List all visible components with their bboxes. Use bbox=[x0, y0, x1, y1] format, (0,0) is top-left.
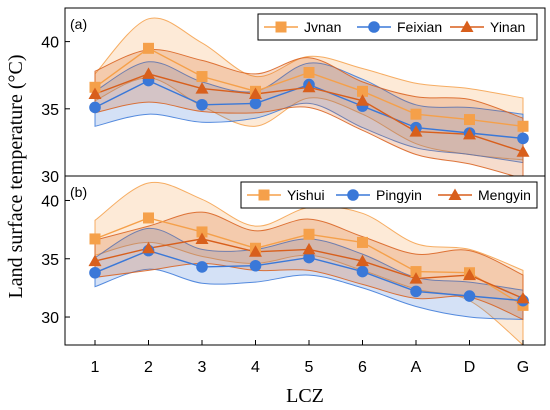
legend-marker-mengyin bbox=[448, 188, 462, 200]
point-mengyin-a bbox=[409, 272, 423, 284]
legend-label-yinan: Yinan bbox=[490, 19, 525, 35]
point-mengyin-2 bbox=[142, 241, 155, 254]
x-tick-label: G bbox=[517, 359, 529, 376]
legend: Jvnan Feixian Yinan bbox=[257, 13, 538, 41]
point-mengyin-d bbox=[463, 268, 476, 281]
x-tick-label: D bbox=[464, 359, 476, 376]
point-mengyin-4 bbox=[249, 245, 262, 257]
point-jvnan-a bbox=[410, 108, 422, 120]
point-jvnan-5 bbox=[303, 67, 315, 79]
y-tick-label: 30 bbox=[41, 169, 59, 186]
point-pingyin-3 bbox=[196, 261, 208, 273]
legend-marker-yinan bbox=[460, 20, 474, 32]
y-tick-label: 35 bbox=[41, 252, 59, 269]
x-tick-label: 4 bbox=[251, 359, 260, 376]
point-yinan-5 bbox=[302, 80, 316, 93]
panel-b: 30 35 40 (b) Yishui Pingyin Mengyin bbox=[41, 175, 546, 346]
legend: Yishui Pingyin Mengyin bbox=[240, 181, 538, 209]
point-pingyin-1 bbox=[89, 266, 101, 279]
x-tick-label: A bbox=[411, 359, 422, 376]
point-jvnan-d bbox=[464, 114, 475, 126]
point-yinan-d bbox=[463, 127, 476, 140]
legend-label-feixian: Feixian bbox=[397, 19, 442, 35]
legend-label-yishui: Yishui bbox=[287, 187, 325, 203]
y-tick-label: 30 bbox=[41, 310, 59, 327]
panel-a: 30 35 40 (a) Jvnan Feixian Yinan bbox=[41, 7, 546, 186]
point-yishui-2 bbox=[143, 212, 154, 224]
x-axis-title: LCZ bbox=[286, 385, 324, 407]
legend-marker-feixian bbox=[368, 21, 380, 33]
point-jvnan-2 bbox=[143, 42, 154, 54]
point-yishui-1 bbox=[89, 233, 101, 245]
point-feixian-1 bbox=[89, 101, 101, 114]
x-tick-label: 1 bbox=[91, 359, 100, 376]
point-yishui-3 bbox=[196, 226, 208, 238]
x-tick-label: 2 bbox=[144, 359, 153, 376]
point-yinan-1 bbox=[88, 87, 102, 100]
point-yishui-5 bbox=[303, 228, 315, 240]
point-feixian-4 bbox=[249, 97, 262, 110]
panel-label: (a) bbox=[70, 16, 87, 32]
legend-label-pingyin: Pingyin bbox=[376, 187, 422, 203]
point-mengyin-g bbox=[516, 291, 530, 304]
point-yishui-a bbox=[410, 266, 422, 278]
point-mengyin-5 bbox=[302, 242, 316, 255]
point-yinan-2 bbox=[142, 67, 155, 79]
point-mengyin-1 bbox=[88, 254, 102, 267]
x-tick-label: 6 bbox=[358, 359, 367, 376]
point-feixian-g bbox=[517, 132, 529, 145]
legend-marker-jvnan bbox=[275, 21, 287, 33]
point-yinan-6 bbox=[356, 94, 369, 106]
band-yishui bbox=[94, 181, 524, 345]
y-tick-label: 35 bbox=[41, 102, 59, 119]
point-yinan-3 bbox=[195, 82, 209, 94]
point-pingyin-6 bbox=[356, 265, 369, 278]
legend-marker-pingyin bbox=[347, 189, 359, 201]
point-mengyin-3 bbox=[195, 232, 209, 244]
point-mengyin-6 bbox=[356, 254, 369, 267]
point-jvnan-6 bbox=[357, 85, 368, 97]
point-yinan-4 bbox=[249, 87, 262, 100]
x-tick-label: 3 bbox=[198, 359, 207, 376]
legend-label-mengyin: Mengyin bbox=[478, 187, 531, 203]
point-yinan-a bbox=[409, 125, 423, 137]
y-axis-title: Land surface temperature (°C) bbox=[5, 55, 27, 299]
point-pingyin-a bbox=[410, 285, 422, 298]
panel-frame bbox=[64, 175, 546, 346]
y-tick-label: 40 bbox=[41, 193, 59, 210]
point-feixian-3 bbox=[196, 98, 208, 111]
panel-label: (b) bbox=[70, 184, 87, 200]
point-pingyin-4 bbox=[249, 259, 262, 272]
point-yishui-6 bbox=[357, 236, 368, 248]
legend-label-jvnan: Jvnan bbox=[304, 19, 341, 35]
legend-box bbox=[257, 13, 538, 41]
point-pingyin-d bbox=[463, 290, 476, 302]
point-jvnan-g bbox=[517, 120, 529, 132]
point-jvnan-1 bbox=[89, 81, 101, 93]
x-tick-label: 5 bbox=[305, 359, 314, 376]
point-jvnan-3 bbox=[196, 71, 208, 83]
legend-box bbox=[240, 181, 538, 209]
legend-marker-yishui bbox=[258, 189, 270, 201]
point-yinan-g bbox=[516, 145, 530, 157]
point-pingyin-5 bbox=[303, 251, 315, 264]
y-tick-label: 40 bbox=[41, 35, 59, 52]
